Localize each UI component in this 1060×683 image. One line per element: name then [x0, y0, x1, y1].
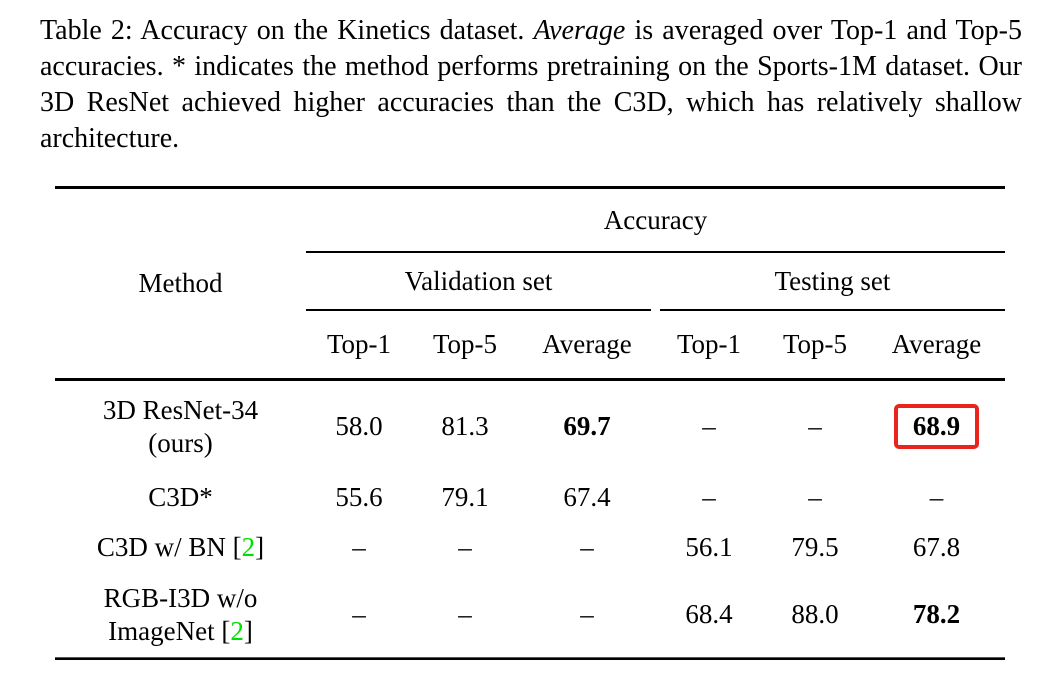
- value-cell: –: [352, 599, 366, 629]
- column-header-test-top5: Top-5: [782, 329, 848, 359]
- table-body: 3D ResNet-34 (ours) 58.0 81.3 69.7 – – 6…: [55, 381, 1005, 657]
- value-cell-highlighted: 68.9: [868, 381, 1005, 472]
- table-caption: Table 2: Accuracy on the Kinetics datase…: [40, 13, 1022, 157]
- value-cell: –: [929, 481, 944, 512]
- value-cell: –: [352, 531, 366, 562]
- results-table: Method Accuracy Validation set Testing s…: [55, 186, 1005, 660]
- value-cell: 79.1: [441, 481, 489, 512]
- column-header-test-average: Average: [891, 329, 982, 359]
- value-cell-best-testing: 78.2: [912, 599, 961, 629]
- value-cell: –: [580, 599, 594, 629]
- value-cell: 67.4: [563, 481, 611, 512]
- method-cell-c3d-bn: C3D w/ BN [2]: [55, 522, 306, 572]
- column-header-test-top1: Top-1: [676, 329, 742, 359]
- method-cell-c3d: C3D*: [148, 481, 213, 512]
- method-line1: 3D ResNet-34: [102, 394, 259, 425]
- value-cell: 56.1: [685, 531, 733, 562]
- value-cell: –: [580, 531, 594, 562]
- column-group-validation-set: Validation set: [306, 253, 651, 311]
- method-text: ImageNet [: [108, 615, 231, 646]
- method-line1: RGB-I3D w/o: [103, 582, 258, 613]
- table-mid-rule: [55, 378, 1005, 381]
- method-cell-rgb-i3d: RGB-I3D w/o ImageNet [2]: [55, 572, 306, 657]
- method-text: C3D w/ BN [: [96, 531, 242, 562]
- table-top-rule: [55, 186, 1005, 189]
- caption-italic-word: Average: [533, 15, 626, 46]
- column-header-val-top5: Top-5: [432, 329, 498, 359]
- column-header-val-average: Average: [542, 329, 632, 359]
- method-cell-3d-resnet34: 3D ResNet-34 (ours): [55, 381, 306, 472]
- table-bottom-rule: [55, 657, 1005, 660]
- highlighted-value: 68.9: [912, 411, 961, 441]
- value-cell: 79.5: [791, 531, 839, 562]
- method-line2: (ours): [148, 427, 213, 458]
- method-text: ]: [243, 615, 253, 646]
- column-header-val-top1: Top-1: [326, 329, 392, 359]
- value-cell: –: [702, 411, 716, 441]
- value-cell: –: [702, 481, 716, 512]
- value-cell: 88.0: [791, 599, 839, 629]
- value-cell-best-validation: 69.7: [563, 411, 611, 441]
- column-group-testing-set: Testing set: [660, 253, 1005, 311]
- column-header-method: Method: [138, 268, 223, 298]
- caption-text-post: is averaged over Top-1 and Top-5 accurac…: [40, 15, 1023, 154]
- value-cell: –: [808, 481, 822, 512]
- caption-text-pre: Table 2: Accuracy on the Kinetics datase…: [40, 15, 534, 46]
- value-cell: 58.0: [335, 411, 383, 441]
- method-text: ]: [255, 531, 265, 562]
- table-header: Method Accuracy Validation set Testing s…: [55, 189, 1005, 378]
- method-label: 3D ResNet-34 (ours): [103, 394, 258, 460]
- value-cell: –: [458, 599, 472, 629]
- method-label: RGB-I3D w/o ImageNet [2]: [104, 582, 258, 648]
- value-cell: –: [808, 411, 822, 441]
- value-cell: 67.8: [912, 531, 961, 562]
- column-group-accuracy: Accuracy: [306, 189, 1005, 253]
- value-cell: 55.6: [335, 481, 383, 512]
- highlight-box: 68.9: [893, 404, 980, 449]
- value-cell: 81.3: [441, 411, 489, 441]
- value-cell: 68.4: [685, 599, 733, 629]
- citation-link[interactable]: 2: [230, 615, 244, 646]
- method-label: C3D w/ BN [2]: [97, 531, 264, 564]
- value-cell: –: [458, 531, 472, 562]
- citation-link[interactable]: 2: [241, 531, 256, 562]
